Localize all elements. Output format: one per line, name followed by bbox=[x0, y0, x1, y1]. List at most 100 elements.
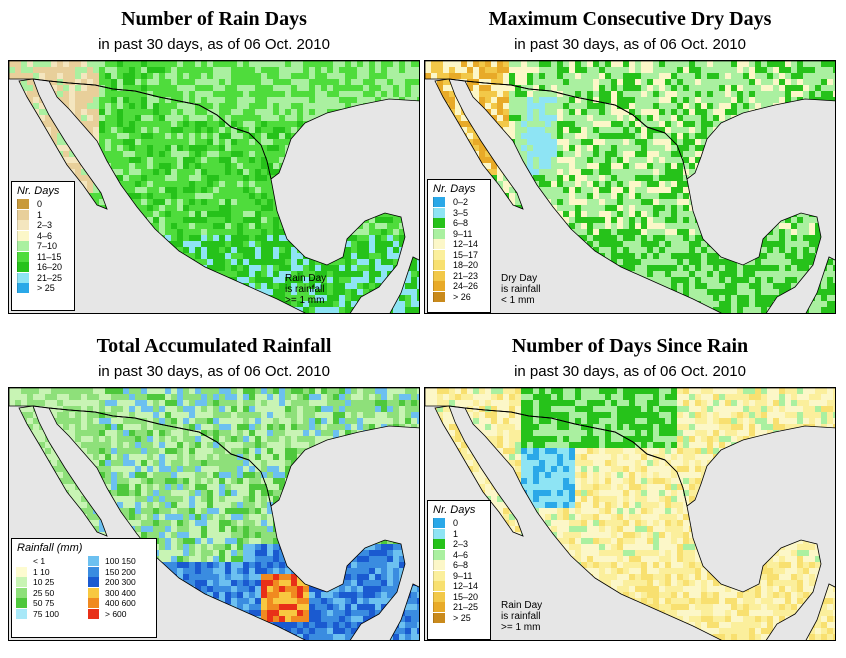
legend-title: Rainfall (mm) bbox=[17, 542, 83, 554]
legend-swatch bbox=[17, 262, 29, 273]
national-border bbox=[448, 78, 666, 134]
legend-item: 75 100 bbox=[16, 608, 84, 620]
legend-label: 18–20 bbox=[453, 260, 479, 271]
legend-swatch bbox=[16, 556, 27, 567]
legend-swatch bbox=[433, 239, 445, 250]
legend-column: 100 150 150 200 200 300 300 400 400 600 > 600 bbox=[88, 556, 156, 619]
legend-item: 1 bbox=[433, 528, 490, 540]
panel-subtitle: in past 30 days, as of 06 Oct. 2010 bbox=[514, 363, 746, 380]
national-border bbox=[448, 405, 666, 461]
legend-label: 3–5 bbox=[453, 207, 469, 218]
legend-label: > 25 bbox=[37, 283, 55, 294]
legend-swatch bbox=[433, 549, 445, 560]
legend-item: 9–11 bbox=[433, 228, 490, 240]
legend-swatch bbox=[17, 209, 29, 220]
legend-item: 25 50 bbox=[16, 587, 84, 599]
legend-swatch bbox=[17, 272, 29, 283]
legend-rows: 0 1 2–3 4–6 6–8 9–11 12–14 15–20 21–25 > 25 bbox=[428, 518, 490, 623]
legend-swatch bbox=[88, 556, 99, 567]
legend-swatch bbox=[17, 220, 29, 231]
legend-label: 1 bbox=[37, 209, 43, 220]
note-line: Rain Day bbox=[285, 273, 327, 284]
legend-item: 9–11 bbox=[433, 570, 490, 582]
legend-item: 0–2 bbox=[433, 197, 490, 208]
legend-label: 15–17 bbox=[453, 249, 479, 260]
legend-swatch bbox=[88, 598, 99, 609]
legend-label: > 25 bbox=[453, 612, 471, 623]
legend-swatch bbox=[88, 566, 99, 577]
legend-item: 16–20 bbox=[17, 262, 74, 273]
country-border bbox=[434, 405, 524, 537]
panel-title: Maximum Consecutive Dry Days bbox=[488, 8, 772, 30]
definition-note: Rain Day is rainfall >= 1 mm bbox=[285, 273, 326, 306]
legend-swatch bbox=[433, 570, 445, 581]
legend-label: 25 50 bbox=[33, 587, 55, 598]
legend: Nr. Days 0–2 3–5 6–8 9–11 12–14 15–17 18–20 21–… bbox=[427, 179, 491, 313]
panel-title: Total Accumulated Rainfall bbox=[96, 335, 332, 357]
legend-label: 24–26 bbox=[453, 281, 479, 292]
panel-subtitle: in past 30 days, as of 06 Oct. 2010 bbox=[98, 363, 330, 380]
legend-label: 2–3 bbox=[37, 220, 53, 231]
legend-item: < 1 bbox=[16, 556, 84, 567]
legend-swatch bbox=[433, 270, 445, 281]
country-border bbox=[434, 78, 524, 210]
legend-label: 6–8 bbox=[453, 218, 469, 229]
legend-swatch bbox=[16, 608, 27, 619]
legend-swatch bbox=[433, 218, 445, 229]
legend-label: 2–3 bbox=[453, 539, 469, 550]
legend-swatch bbox=[16, 566, 27, 577]
legend-swatch bbox=[17, 199, 29, 210]
legend-label: 4–6 bbox=[453, 549, 469, 560]
note-line: is rainfall bbox=[501, 284, 541, 295]
panel-title: Number of Days Since Rain bbox=[511, 335, 749, 357]
legend-label: 12–14 bbox=[453, 581, 479, 592]
panel-title: Number of Rain Days bbox=[121, 8, 307, 30]
legend-item: 11–15 bbox=[17, 251, 74, 263]
legend-label: 75 100 bbox=[33, 608, 59, 619]
legend-swatch bbox=[433, 612, 445, 623]
legend-swatch bbox=[88, 608, 99, 619]
legend-swatch bbox=[433, 260, 445, 271]
note-line: is rainfall bbox=[501, 611, 541, 622]
legend-label: 10 25 bbox=[33, 577, 55, 588]
map-graphic bbox=[9, 61, 419, 313]
legend-rows: 0–2 3–5 6–8 9–11 12–14 15–17 18–20 21–23 24–26 > … bbox=[428, 197, 490, 302]
legend-title: Nr. Days bbox=[433, 504, 476, 516]
map-days-since-rain: Nr. Days 0 1 2–3 4–6 6–8 9–11 12–14 15–20 21–25 >… bbox=[424, 387, 836, 641]
legend-title: Nr. Days bbox=[433, 183, 476, 195]
legend-swatch bbox=[433, 518, 445, 529]
panel-days-since-rain: Number of Days Since Rain in past 30 day… bbox=[424, 327, 836, 641]
legend-item: 1 10 bbox=[16, 566, 84, 578]
panel-dry-days: Maximum Consecutive Dry Days in past 30 … bbox=[424, 0, 836, 314]
panel-subtitle: in past 30 days, as of 06 Oct. 2010 bbox=[98, 36, 330, 53]
legend-item: 3–5 bbox=[433, 207, 490, 219]
legend-swatch bbox=[433, 228, 445, 239]
definition-note: Rain Day is rainfall >= 1 mm bbox=[501, 600, 542, 633]
legend-swatch bbox=[88, 587, 99, 598]
legend-label: 1 10 bbox=[33, 566, 50, 577]
legend-item: 15–17 bbox=[433, 249, 490, 261]
legend-label: 21–23 bbox=[453, 270, 479, 281]
legend-label: 16–20 bbox=[37, 262, 63, 273]
legend-label: 0–2 bbox=[453, 197, 469, 208]
legend-label: 300 400 bbox=[105, 587, 136, 598]
legend-item: 150 200 bbox=[88, 566, 156, 578]
legend-swatch bbox=[17, 230, 29, 241]
legend-swatch bbox=[433, 207, 445, 218]
legend-item: 300 400 bbox=[88, 587, 156, 599]
legend-item: 100 150 bbox=[88, 556, 156, 567]
legend-item: 12–14 bbox=[433, 239, 490, 250]
legend-item: 1 bbox=[17, 209, 74, 221]
legend-label: 400 600 bbox=[105, 598, 136, 609]
legend-item: 7–10 bbox=[17, 241, 74, 252]
legend-item: > 26 bbox=[433, 291, 490, 303]
legend-item: 400 600 bbox=[88, 598, 156, 609]
legend-item: 4–6 bbox=[433, 549, 490, 561]
legend-label: 1 bbox=[453, 528, 459, 539]
legend-item: 200 300 bbox=[88, 577, 156, 588]
legend-label: 21–25 bbox=[37, 272, 63, 283]
legend-swatch bbox=[433, 528, 445, 539]
legend-swatch bbox=[16, 598, 27, 609]
